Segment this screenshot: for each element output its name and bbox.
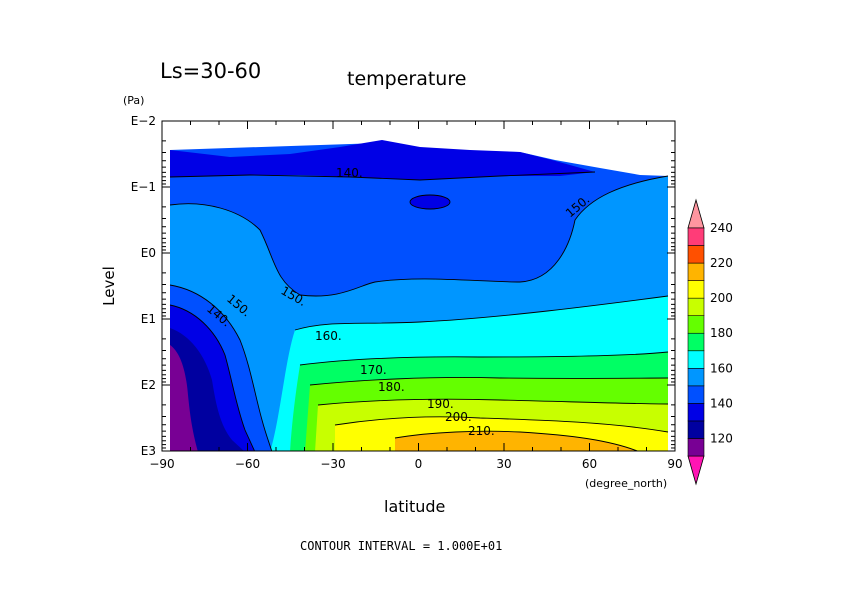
contour-line-2 <box>169 175 669 297</box>
y-tick-label: E−1 <box>131 180 156 194</box>
contour-fill <box>170 140 668 451</box>
colorbar-tick-label: 120 <box>710 431 733 445</box>
band-210-220 <box>395 431 638 451</box>
contour-line-blob <box>409 194 451 210</box>
colorbar-swatch <box>687 403 705 422</box>
colorbar-swatch <box>687 315 705 334</box>
x-axis-unit: (degree_north) <box>585 477 667 490</box>
x-tick-label: 60 <box>582 457 597 471</box>
x-tick-label: 0 <box>415 457 423 471</box>
colorbar-swatch <box>687 280 705 299</box>
contour-interval-note: CONTOUR INTERVAL = 1.000E+01 <box>300 539 502 553</box>
contour-label: 140. <box>336 166 363 180</box>
contour-line-8 <box>317 398 669 406</box>
x-tick-label: −60 <box>235 457 260 471</box>
contour-line-6 <box>299 351 669 366</box>
band-west-110-120 <box>170 345 198 451</box>
colorbar-swatch <box>687 350 705 369</box>
colorbar-swatch <box>687 262 705 281</box>
colorbar-high-triangle <box>687 198 705 229</box>
colorbar-swatch <box>687 297 705 316</box>
colorbar-swatch <box>687 385 705 404</box>
x-tick-label: 90 <box>667 457 682 471</box>
y-tick-label: E3 <box>141 444 156 458</box>
contour-line-10 <box>394 430 639 451</box>
contour-line-5 <box>294 295 669 331</box>
colorbar-tick-label: 180 <box>710 326 733 340</box>
colorbar-swatch <box>687 438 705 457</box>
colorbar-tick-label: 200 <box>710 291 733 305</box>
colorbar-swatch <box>687 420 705 439</box>
band-blob <box>410 195 450 209</box>
colorbar-tick-label: 220 <box>710 256 733 270</box>
y-unit-label: (Pa) <box>123 94 144 107</box>
colorbar-tick-label: 140 <box>710 396 733 410</box>
y-axis-label: Level <box>100 266 118 306</box>
x-tick-label: −30 <box>320 457 345 471</box>
colorbar: 120 140 160 180 200 220 240 <box>687 198 733 486</box>
contour-label: 200. <box>445 410 472 424</box>
colorbar-swatch <box>687 227 705 246</box>
colorbar-swatch <box>687 368 705 387</box>
x-tick-label: 30 <box>496 457 511 471</box>
colorbar-swatch <box>687 332 705 352</box>
contour-line-1 <box>169 171 596 181</box>
contour-label: 180. <box>378 380 405 394</box>
y-tick-label: E0 <box>141 246 156 260</box>
contour-label: 210. <box>468 424 495 438</box>
contour-lines <box>169 171 669 451</box>
chart-title: temperature <box>347 68 466 90</box>
contour-line-3 <box>169 284 273 451</box>
y-tick-label: E1 <box>141 312 156 326</box>
x-tick-label: −90 <box>149 457 174 471</box>
colorbar-low-triangle <box>687 455 705 486</box>
contour-line-4 <box>169 304 256 451</box>
band-130-140-top <box>170 140 595 180</box>
y-tick-label: E2 <box>141 378 156 392</box>
colorbar-tick-label: 160 <box>710 361 733 375</box>
chart-subtitle: Ls=30-60 <box>160 59 261 83</box>
contour-label: 160. <box>315 329 342 343</box>
y-tick-label: E−2 <box>131 114 156 128</box>
colorbar-tick-label: 240 <box>710 221 733 235</box>
x-axis: −90 −60 −30 0 30 60 90 <box>149 121 683 471</box>
contour-label: 170. <box>360 363 387 377</box>
y-axis: E−2 E−1 E0 E1 E2 E3 <box>131 114 675 458</box>
contour-line-9 <box>334 416 669 433</box>
colorbar-swatch <box>687 245 705 264</box>
contour-label: 190. <box>427 397 454 411</box>
contour-line-7 <box>309 377 669 386</box>
x-axis-label: latitude <box>384 497 445 516</box>
